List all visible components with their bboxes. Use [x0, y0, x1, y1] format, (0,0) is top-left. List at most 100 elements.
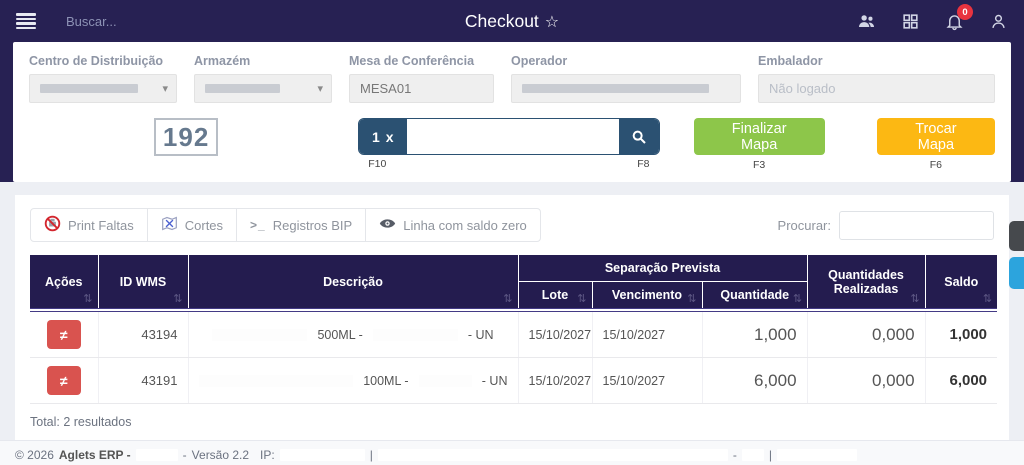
apps-grid-icon[interactable] — [900, 11, 920, 31]
sort-icon: ⇅ — [83, 293, 93, 305]
cortes-button[interactable]: Cortes — [146, 208, 238, 242]
profile-icon[interactable] — [988, 11, 1008, 31]
quantidade-cell: 1,000 — [702, 310, 808, 358]
checkout-items-table: Ações ⇅ ID WMS ⇅ Descrição ⇅ Separação Prev… — [30, 255, 998, 404]
print-faltas-button[interactable]: Print Faltas — [30, 208, 148, 242]
redacted-text — [372, 328, 458, 341]
registros-bip-button[interactable]: >_ Registros BIP — [236, 208, 367, 242]
redacted-text — [279, 449, 365, 461]
sort-icon: ⇅ — [577, 293, 587, 305]
procurar-label: Procurar: — [777, 217, 831, 233]
redacted-value — [40, 84, 139, 93]
col-header-lote[interactable]: Lote ⇅ — [518, 281, 593, 312]
trocar-mapa-button[interactable]: Trocar Mapa — [876, 118, 995, 155]
results-panel: Print Faltas Cortes >_ Registros BIP — [15, 195, 1009, 440]
redacted-value — [522, 84, 710, 93]
side-settings-tab[interactable] — [1009, 221, 1024, 251]
sort-icon: ⇅ — [982, 293, 993, 305]
checkout-form-card: Centro de Distribuição Armazém Mesa de C… — [13, 42, 1011, 182]
col-header-acoes[interactable]: Ações ⇅ — [30, 255, 99, 312]
notification-badge: 0 — [957, 4, 973, 20]
realizadas-cell: 0,000 — [807, 310, 926, 358]
side-help-tab[interactable] — [1009, 257, 1024, 289]
col-header-descricao[interactable]: Descrição ⇅ — [188, 255, 519, 312]
sort-icon: ⇅ — [173, 293, 183, 305]
sort-icon: ⇅ — [910, 293, 920, 305]
footer: © 2026 Aglets ERP - - Versão 2.2 IP: | -… — [0, 440, 1024, 465]
col-header-vencimento[interactable]: Vencimento ⇅ — [592, 281, 703, 312]
vencimento-cell: 15/10/2027 — [592, 357, 703, 404]
footer-copyright: © 2026 — [15, 448, 54, 462]
print-ban-icon — [44, 215, 61, 235]
global-search-input[interactable] — [66, 13, 286, 29]
field-centro-distribuicao: Centro de Distribuição — [29, 54, 177, 103]
descricao-cell: 500ML - - UN — [188, 310, 519, 358]
descricao-cell: 100ML - - UN — [188, 357, 519, 404]
table-filter-input[interactable] — [839, 210, 994, 240]
redacted-text — [377, 449, 728, 461]
app-header: Checkout☆ 0 Centro de Distribuição — [0, 0, 1024, 182]
sort-icon: ⇅ — [792, 293, 803, 305]
footer-brand: Aglets ERP - — [58, 448, 131, 462]
topbar: Checkout☆ 0 — [0, 0, 1024, 42]
map-scissors-icon — [161, 215, 178, 235]
centro-distribuicao-select[interactable] — [29, 74, 177, 103]
field-embalador: Embalador — [758, 54, 995, 103]
fkey-f3: F3 — [753, 159, 766, 171]
operador-input[interactable] — [511, 74, 741, 103]
fkey-f8: F8 — [637, 158, 650, 170]
mesa-conferencia-input[interactable] — [360, 81, 483, 96]
redacted-text — [776, 449, 857, 461]
table-toolbar-group: Print Faltas Cortes >_ Registros BIP — [30, 208, 541, 242]
col-header-quantidade[interactable]: Quantidade ⇅ — [702, 281, 808, 312]
col-group-separacao-prevista: Separação Prevista — [518, 255, 808, 282]
embalador-input[interactable] — [769, 81, 984, 96]
fkey-f6: F6 — [929, 159, 943, 171]
redacted-value — [205, 84, 281, 93]
saldo-zero-toggle-button[interactable]: Linha com saldo zero — [365, 208, 541, 242]
vencimento-cell: 15/10/2027 — [592, 310, 703, 358]
field-operador: Operador — [511, 54, 741, 103]
users-icon[interactable] — [856, 11, 876, 31]
field-armazem: Armazém — [194, 54, 332, 103]
id-wms-cell: 43191 — [98, 357, 189, 404]
saldo-cell: 1,000 — [925, 310, 998, 358]
sort-icon: ⇅ — [687, 293, 697, 305]
barcode-input[interactable] — [407, 119, 619, 154]
divergencia-button[interactable]: ≠ — [46, 320, 81, 349]
sort-icon: ⇅ — [503, 293, 513, 305]
terminal-icon: >_ — [250, 218, 266, 232]
redacted-text — [741, 449, 764, 461]
multiplier-addon[interactable]: 1 x — [359, 119, 408, 154]
divergencia-button[interactable]: ≠ — [46, 366, 81, 395]
redacted-text — [135, 449, 178, 461]
fkey-f10: F10 — [368, 158, 387, 170]
field-mesa-conferencia: Mesa de Conferência — [349, 54, 494, 103]
realizadas-cell: 0,000 — [807, 357, 926, 404]
redacted-text — [212, 328, 308, 341]
table-row: ≠ 43191 100ML - - UN 15/10/2027 15/10/20… — [30, 357, 998, 404]
quantidade-cell: 6,000 — [702, 357, 808, 404]
favorite-star-icon: ☆ — [544, 13, 560, 31]
scan-counter-display: 192 — [154, 118, 219, 156]
lote-cell: 15/10/2027 — [518, 310, 593, 358]
scan-search-button[interactable] — [618, 119, 659, 154]
redacted-text — [198, 374, 354, 387]
footer-ip-label: IP: — [260, 448, 275, 462]
id-wms-cell: 43194 — [98, 310, 189, 358]
table-row: ≠ 43194 500ML - - UN 15/10/2027 15/10/20… — [30, 310, 998, 358]
finalizar-mapa-button[interactable]: Finalizar Mapa — [693, 118, 825, 155]
col-header-saldo[interactable]: Saldo ⇅ — [925, 255, 998, 312]
results-total: Total: 2 resultados — [30, 415, 132, 429]
armazem-select[interactable] — [194, 74, 332, 103]
eye-icon — [379, 215, 396, 235]
col-header-id-wms[interactable]: ID WMS ⇅ — [98, 255, 189, 312]
barcode-scan-group: 1 x — [358, 118, 660, 155]
menu-icon[interactable] — [16, 13, 36, 29]
col-header-quantidades-realizadas[interactable]: Quantidades Realizadas ⇅ — [807, 255, 926, 312]
footer-version: Versão 2.2 — [191, 448, 250, 462]
saldo-cell: 6,000 — [925, 357, 998, 404]
redacted-text — [418, 374, 472, 387]
notifications-bell-icon[interactable]: 0 — [944, 4, 973, 31]
lote-cell: 15/10/2027 — [518, 357, 593, 404]
